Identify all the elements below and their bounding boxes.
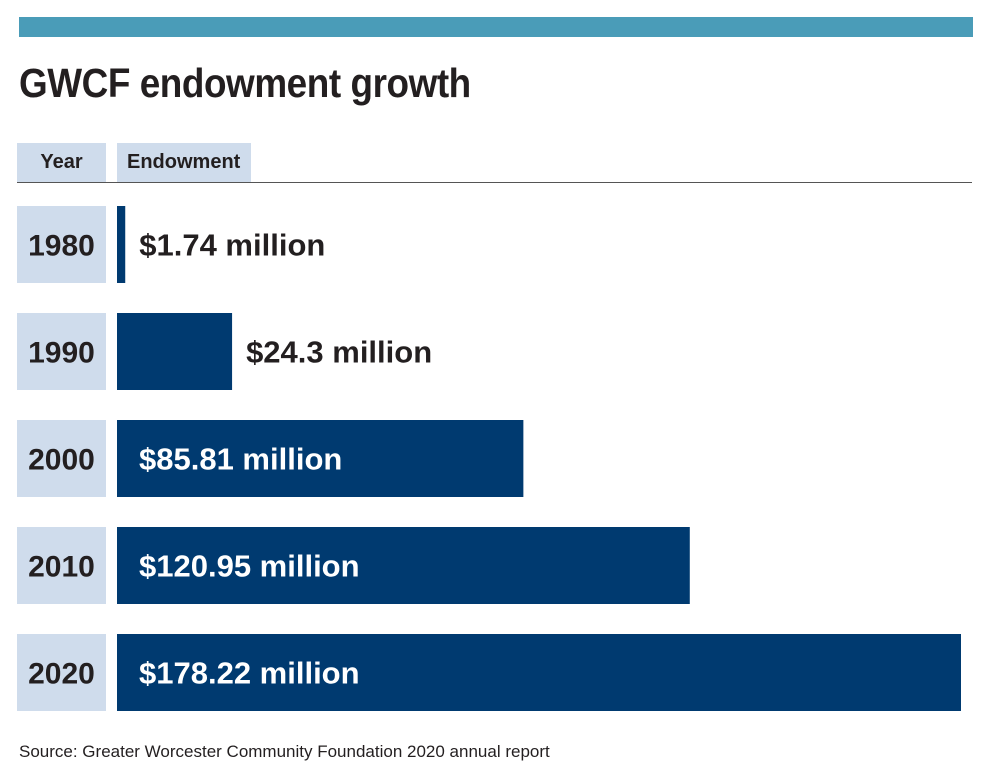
value-label: $178.22 million bbox=[139, 656, 360, 691]
year-cell bbox=[17, 206, 106, 283]
year-label: 1990 bbox=[28, 337, 95, 370]
year-label: 2010 bbox=[28, 551, 95, 584]
year-cell bbox=[17, 313, 106, 390]
chart-title: GWCF endowment growth bbox=[19, 60, 471, 106]
value-label: $120.95 million bbox=[139, 549, 360, 584]
year-cell bbox=[17, 420, 106, 497]
value-label: $85.81 million bbox=[139, 442, 342, 477]
year-label: 2020 bbox=[28, 658, 95, 691]
value-label: $24.3 million bbox=[246, 335, 432, 370]
year-cell bbox=[17, 527, 106, 604]
endowment-column-header: Endowment bbox=[117, 143, 251, 182]
endowment-bar bbox=[117, 634, 961, 711]
source-note: Source: Greater Worcester Community Foun… bbox=[19, 742, 550, 761]
year-label: 1980 bbox=[28, 230, 95, 263]
endowment-bar bbox=[117, 206, 126, 283]
year-cell bbox=[17, 634, 106, 711]
top-accent-bar bbox=[19, 17, 973, 37]
endowment-bar bbox=[117, 527, 690, 604]
year-column-header: Year bbox=[17, 143, 106, 182]
endowment-bar bbox=[117, 313, 233, 390]
header-divider bbox=[17, 182, 972, 183]
value-label: $1.74 million bbox=[139, 228, 325, 263]
endowment-bar bbox=[117, 420, 524, 497]
year-label: 2000 bbox=[28, 444, 95, 477]
